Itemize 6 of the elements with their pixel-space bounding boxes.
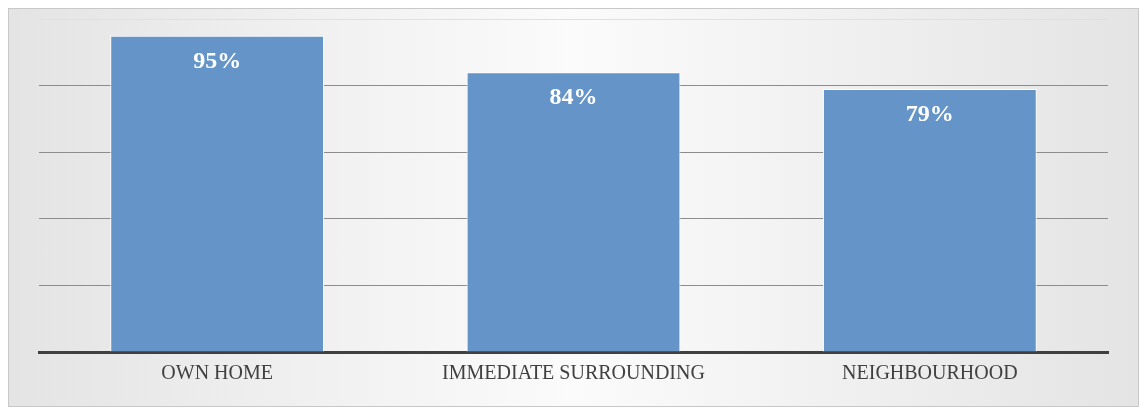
data-label: 79% [905,100,954,127]
x-tick-label: NEIGHBOURHOOD [842,361,1018,384]
data-label: 84% [549,83,598,110]
data-label: 95% [193,46,242,73]
x-tick-label: OWN HOME [161,361,273,384]
x-tick-label: IMMEDIATE SURROUNDING [442,361,705,384]
